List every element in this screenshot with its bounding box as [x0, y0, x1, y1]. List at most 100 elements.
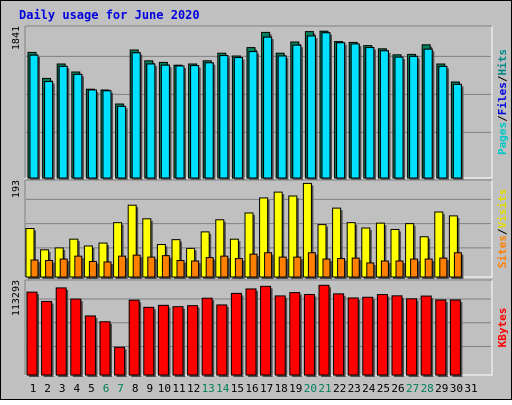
x-tick-label: 30	[450, 382, 463, 395]
pages-bar	[263, 36, 273, 179]
pages-bar	[233, 57, 243, 179]
visits-bar	[390, 228, 400, 278]
visits-bar	[98, 242, 108, 278]
y-axis-max-label: 193	[11, 180, 22, 198]
sites-bar	[161, 255, 170, 278]
sites-bar	[234, 258, 243, 278]
kbytes-bar	[406, 298, 418, 376]
kbytes-bar	[260, 285, 272, 376]
kbytes-bar	[128, 299, 140, 376]
sites-bar	[147, 256, 156, 278]
pages-bar	[204, 62, 214, 179]
pages-bar	[102, 90, 112, 179]
kbytes-bar	[318, 284, 330, 376]
pages-bar	[87, 89, 97, 179]
kbytes-bar	[216, 304, 228, 376]
legend-label: Sites/Visits	[496, 189, 509, 269]
pages-bar	[379, 50, 389, 179]
pages-bar	[350, 43, 360, 179]
kbytes-bar	[303, 293, 315, 376]
pages-bar	[117, 105, 127, 179]
x-tick-label: 2	[44, 382, 51, 395]
x-tick-label: 24	[362, 382, 376, 395]
sites-bar	[410, 258, 419, 278]
kbytes-bar	[99, 321, 111, 376]
sites-bar	[264, 252, 273, 278]
pages-bar	[190, 65, 200, 179]
sites-bar	[118, 255, 127, 278]
x-tick-label: 9	[146, 382, 153, 395]
x-tick-label: 28	[421, 382, 434, 395]
visits-bar	[317, 224, 327, 278]
legend-label: Pages/Files/Hits	[496, 49, 509, 155]
sites-bar	[337, 258, 346, 278]
sites-bar	[220, 255, 229, 278]
x-tick-label: 25	[377, 382, 390, 395]
x-tick-label: 8	[132, 382, 139, 395]
x-tick-label: 5	[88, 382, 95, 395]
kbytes-bar	[143, 306, 155, 376]
x-tick-label: 17	[260, 382, 273, 395]
kbytes-bar	[70, 298, 82, 376]
x-tick-label: 1	[30, 382, 37, 395]
visits-bar	[113, 222, 123, 278]
kbytes-panel: 113293 KBytes	[11, 279, 509, 377]
pages-bar	[58, 65, 68, 179]
sites-bar	[59, 258, 68, 278]
visits-bar	[332, 207, 342, 278]
kbytes-bar	[362, 296, 374, 376]
x-tick-label: 11	[172, 382, 185, 395]
pages-bar	[248, 51, 258, 179]
visits-bar	[171, 239, 181, 278]
visits-bar	[405, 223, 415, 278]
visits-bar	[25, 228, 35, 278]
visits-bar	[448, 215, 458, 278]
sites-bar	[453, 252, 462, 278]
pages-bar	[219, 55, 229, 179]
x-tick-label: 12	[187, 382, 200, 395]
pages-bar	[438, 65, 448, 179]
kbytes-bar	[391, 295, 403, 376]
kbytes-bar	[245, 288, 257, 376]
pages-bar	[423, 48, 433, 179]
x-tick-label: 10	[158, 382, 171, 395]
y-axis-max-label: 113293	[11, 280, 22, 316]
visits-bar	[273, 191, 283, 278]
visits-bar	[142, 218, 152, 278]
x-tick-label: 21	[318, 382, 331, 395]
pages-bar	[452, 83, 462, 179]
legend-label: KBytes	[496, 308, 509, 348]
kbytes-bar	[26, 291, 38, 376]
sites-bar	[278, 256, 287, 278]
visits-sites-panel: 193 Sites/Visits	[11, 179, 509, 279]
legend-entry: Pages	[496, 122, 509, 155]
sites-bar	[351, 257, 360, 278]
sites-bar	[307, 252, 316, 278]
pages-bar	[292, 44, 302, 179]
x-tick-label: 7	[117, 382, 124, 395]
visits-bar	[259, 197, 269, 278]
pages-bar	[409, 55, 419, 179]
legend-entry: Files	[496, 82, 509, 115]
kbytes-bar	[274, 295, 286, 376]
sites-bar	[439, 257, 448, 278]
sites-bar	[205, 257, 214, 278]
visits-bar	[215, 219, 225, 278]
sites-bar	[45, 260, 54, 278]
x-tick-label: 15	[231, 382, 244, 395]
x-tick-label: 18	[275, 382, 288, 395]
x-tick-label: 3	[59, 382, 66, 395]
sites-bar	[366, 262, 375, 278]
sites-bar	[380, 260, 389, 278]
pages-bar	[306, 35, 316, 179]
kbytes-bar	[41, 300, 53, 376]
sites-bar	[176, 260, 185, 278]
sites-bar	[88, 260, 97, 278]
sites-bar	[191, 260, 200, 278]
sites-bar	[249, 253, 258, 278]
pages-bar	[321, 32, 331, 179]
pages-bar	[131, 52, 141, 179]
x-tick-label: 26	[391, 382, 404, 395]
